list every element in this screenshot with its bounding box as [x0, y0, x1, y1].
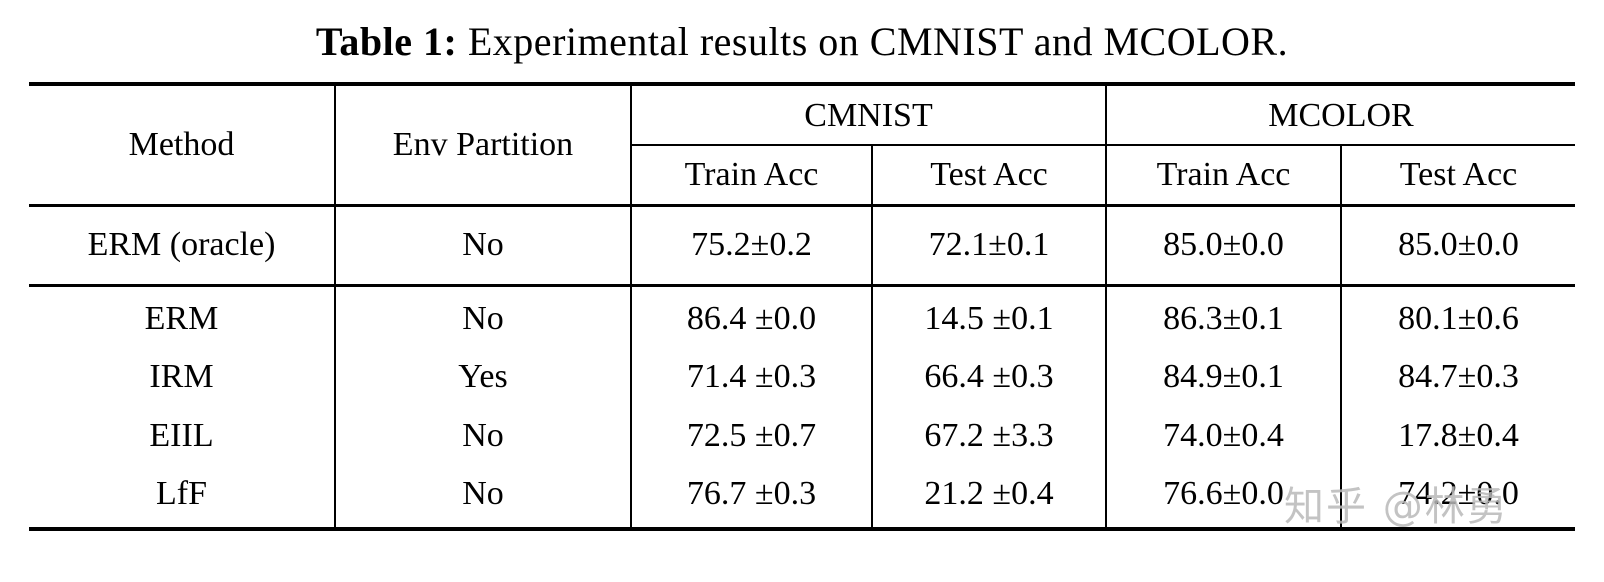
method-cell: ERM (oracle) [29, 205, 336, 287]
table-caption-label: Table 1: [315, 19, 458, 64]
value-cell-mcolor-test: 80.1±0.6 [1398, 299, 1519, 337]
table-row-lff: LfF No 76.7 ±0.3 21.2 ±0.4 76.6±0.0 74.2… [29, 465, 1575, 529]
env-partition-cell: No [335, 285, 632, 348]
table-caption-text: Experimental results on CMNIST and MCOLO… [457, 19, 1289, 64]
value-cell-cmnist-train: 76.7 ±0.3 [631, 465, 873, 529]
value-cell-cmnist-test: 72.1±0.1 [872, 205, 1107, 287]
header-group-row: Method Env Partition CMNIST MCOLOR [29, 84, 1575, 207]
table-row-erm-oracle: ERM (oracle) No 75.2±0.2 72.1±0.1 85.0±0… [29, 205, 1575, 287]
value-cell-mcolor-train: 84.9±0.1 [1106, 348, 1342, 407]
column-header-mcolor-train-acc: Train Acc [1106, 144, 1342, 207]
value-cell-cmnist-train: 72.5 ±0.7 [631, 406, 873, 465]
column-header-cmnist-test-acc: Test Acc [872, 144, 1107, 207]
table-row-eiil: EIIL No 72.5 ±0.7 67.2 ±3.3 74.0±0.4 17.… [29, 406, 1575, 465]
header-sub-row: Train Acc Test Acc Train Acc Test Acc [29, 144, 1575, 207]
column-group-cmnist: CMNIST [631, 84, 1107, 146]
value-cell-cmnist-test: 67.2 ±3.3 [872, 406, 1107, 465]
column-header-method: Method [29, 84, 336, 207]
value-cell-cmnist-train: 75.2±0.2 [631, 205, 873, 287]
method-cell: ERM [29, 285, 336, 348]
value-cell-mcolor-test: 85.0±0.0 [1341, 205, 1575, 287]
value-cell-mcolor-train: 76.6±0.0 [1106, 465, 1342, 529]
env-partition-cell: No [335, 406, 632, 465]
results-table: Method Env Partition CMNIST MCOLOR Train… [29, 82, 1575, 531]
env-partition-cell: No [335, 205, 632, 287]
column-header-cmnist-train-acc: Train Acc [631, 144, 873, 207]
value-cell-mcolor-train: 85.0±0.0 [1106, 205, 1342, 287]
value-cell-cmnist-test: 21.2 ±0.4 [872, 465, 1107, 529]
method-cell: LfF [29, 465, 336, 529]
column-header-env-partition: Env Partition [335, 84, 632, 207]
value-cell-mcolor-test: 17.8±0.4 [1398, 416, 1519, 454]
table-row-irm: IRM Yes 71.4 ±0.3 66.4 ±0.3 84.9±0.1 84.… [29, 348, 1575, 407]
value-cell-mcolor-train: 86.3±0.1 [1106, 285, 1342, 348]
value-cell-cmnist-train: 71.4 ±0.3 [631, 348, 873, 407]
value-cell-cmnist-test: 14.5 ±0.1 [872, 285, 1107, 348]
column-group-mcolor: MCOLOR [1106, 84, 1575, 146]
value-cell-mcolor-test: 74.2±0.0 [1398, 475, 1519, 512]
env-partition-cell: Yes [335, 348, 632, 407]
method-cell: EIIL [29, 406, 336, 465]
env-partition-cell: No [335, 465, 632, 529]
method-cell: IRM [29, 348, 336, 407]
value-cell-cmnist-test: 66.4 ±0.3 [872, 348, 1107, 407]
value-cell-mcolor-test: 84.7±0.3 [1398, 358, 1519, 395]
value-cell-mcolor-train: 74.0±0.4 [1106, 406, 1342, 465]
table-row-erm: ERM No 86.4 ±0.0 14.5 ±0.1 86.3±0.1 80.1… [29, 285, 1575, 348]
table-caption: Table 1: Experimental results on CMNIST … [0, 18, 1604, 66]
column-header-mcolor-test-acc: Test Acc [1341, 144, 1575, 207]
value-cell-cmnist-train: 86.4 ±0.0 [631, 285, 873, 348]
